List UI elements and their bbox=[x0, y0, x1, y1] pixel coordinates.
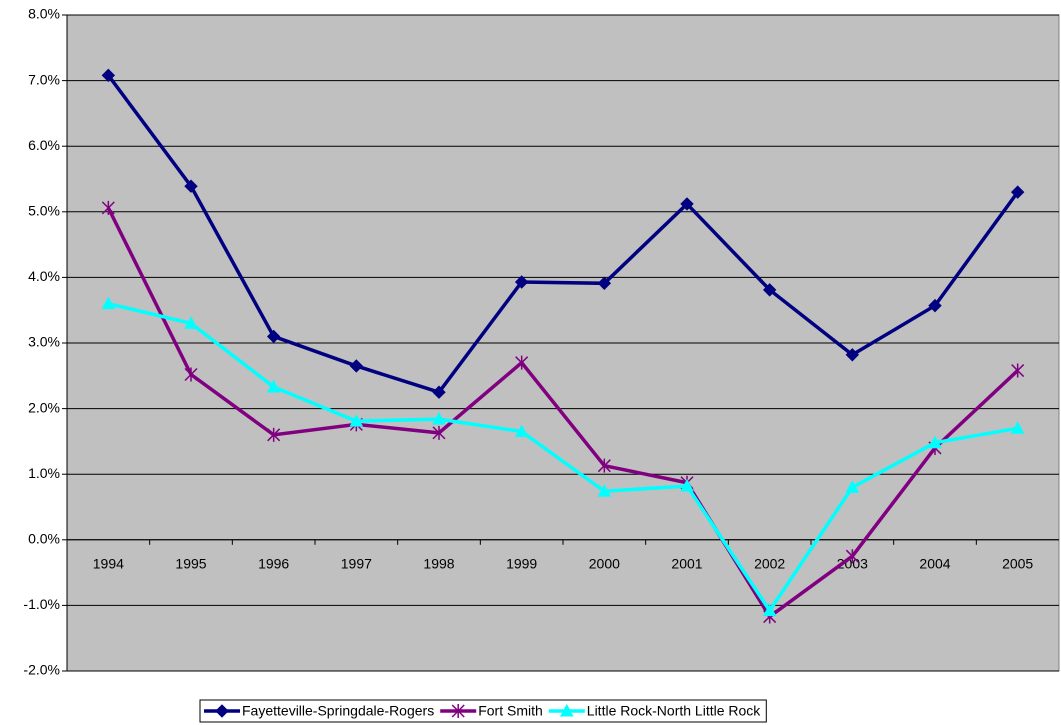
marker bbox=[680, 478, 694, 492]
marker bbox=[928, 435, 942, 449]
marker bbox=[184, 316, 198, 329]
marker bbox=[184, 179, 198, 193]
legend-label: Little Rock-North Little Rock bbox=[587, 703, 762, 719]
marker bbox=[845, 480, 860, 493]
marker bbox=[762, 283, 777, 297]
y-tick-label: -1.0% bbox=[23, 596, 60, 612]
marker bbox=[349, 359, 364, 373]
marker bbox=[514, 424, 529, 438]
x-tick-label: 2002 bbox=[754, 556, 785, 572]
marker bbox=[432, 412, 446, 425]
y-tick-label: 6.0% bbox=[28, 137, 60, 153]
marker bbox=[101, 296, 116, 310]
marker bbox=[514, 275, 529, 289]
legend: Fayetteville-Springdale-Rogers Fort Smith… bbox=[204, 703, 761, 719]
x-tick-label: 2000 bbox=[589, 556, 620, 572]
y-tick-label: 5.0% bbox=[28, 203, 60, 219]
marker bbox=[1010, 185, 1025, 199]
y-tick-label: 2.0% bbox=[28, 399, 60, 415]
marker bbox=[928, 298, 942, 313]
legend-label: Fayetteville-Springdale-Rogers bbox=[242, 703, 434, 719]
x-tick-label: 1998 bbox=[423, 556, 454, 572]
marker bbox=[451, 704, 465, 718]
x-tick-label: 2001 bbox=[671, 556, 702, 572]
marker bbox=[1011, 363, 1025, 378]
marker bbox=[845, 549, 859, 564]
marker bbox=[266, 379, 281, 393]
y-tick-label: 7.0% bbox=[28, 71, 60, 87]
x-tick-label: 1997 bbox=[341, 556, 372, 572]
marker bbox=[597, 458, 611, 473]
marker bbox=[597, 484, 612, 497]
marker bbox=[559, 703, 574, 717]
x-tick-label: 2004 bbox=[919, 556, 950, 572]
marker bbox=[101, 68, 116, 83]
marker bbox=[215, 704, 229, 718]
marker bbox=[597, 276, 612, 291]
marker bbox=[432, 385, 446, 399]
y-tick-label: 0.0% bbox=[28, 531, 60, 547]
x-tick-label: 1996 bbox=[258, 556, 289, 572]
marker bbox=[266, 329, 281, 344]
marker bbox=[762, 603, 777, 617]
y-tick-label: 1.0% bbox=[28, 465, 60, 481]
x-tick-label: 2005 bbox=[1002, 556, 1033, 572]
y-tick-label: 4.0% bbox=[28, 268, 60, 284]
marker bbox=[680, 197, 694, 211]
series-line bbox=[106, 207, 1019, 620]
y-tick-label: 3.0% bbox=[28, 334, 60, 350]
y-tick-label: -2.0% bbox=[23, 662, 60, 678]
series-line bbox=[106, 74, 1020, 395]
marker bbox=[267, 427, 281, 442]
marker bbox=[184, 367, 198, 382]
marker bbox=[101, 200, 115, 215]
marker bbox=[845, 348, 860, 362]
x-tick-label: 1999 bbox=[506, 556, 537, 572]
marker bbox=[1010, 421, 1025, 434]
x-tick-label: 2003 bbox=[837, 556, 868, 572]
legend-label: Fort Smith bbox=[478, 703, 543, 719]
x-tick-label: 1995 bbox=[175, 556, 206, 572]
y-tick-label: 8.0% bbox=[28, 6, 60, 22]
series-line bbox=[107, 301, 1018, 614]
marker bbox=[515, 355, 529, 370]
legend-box bbox=[199, 699, 767, 723]
x-tick-label: 1994 bbox=[93, 556, 124, 572]
marker bbox=[432, 425, 446, 440]
marker bbox=[349, 414, 364, 427]
